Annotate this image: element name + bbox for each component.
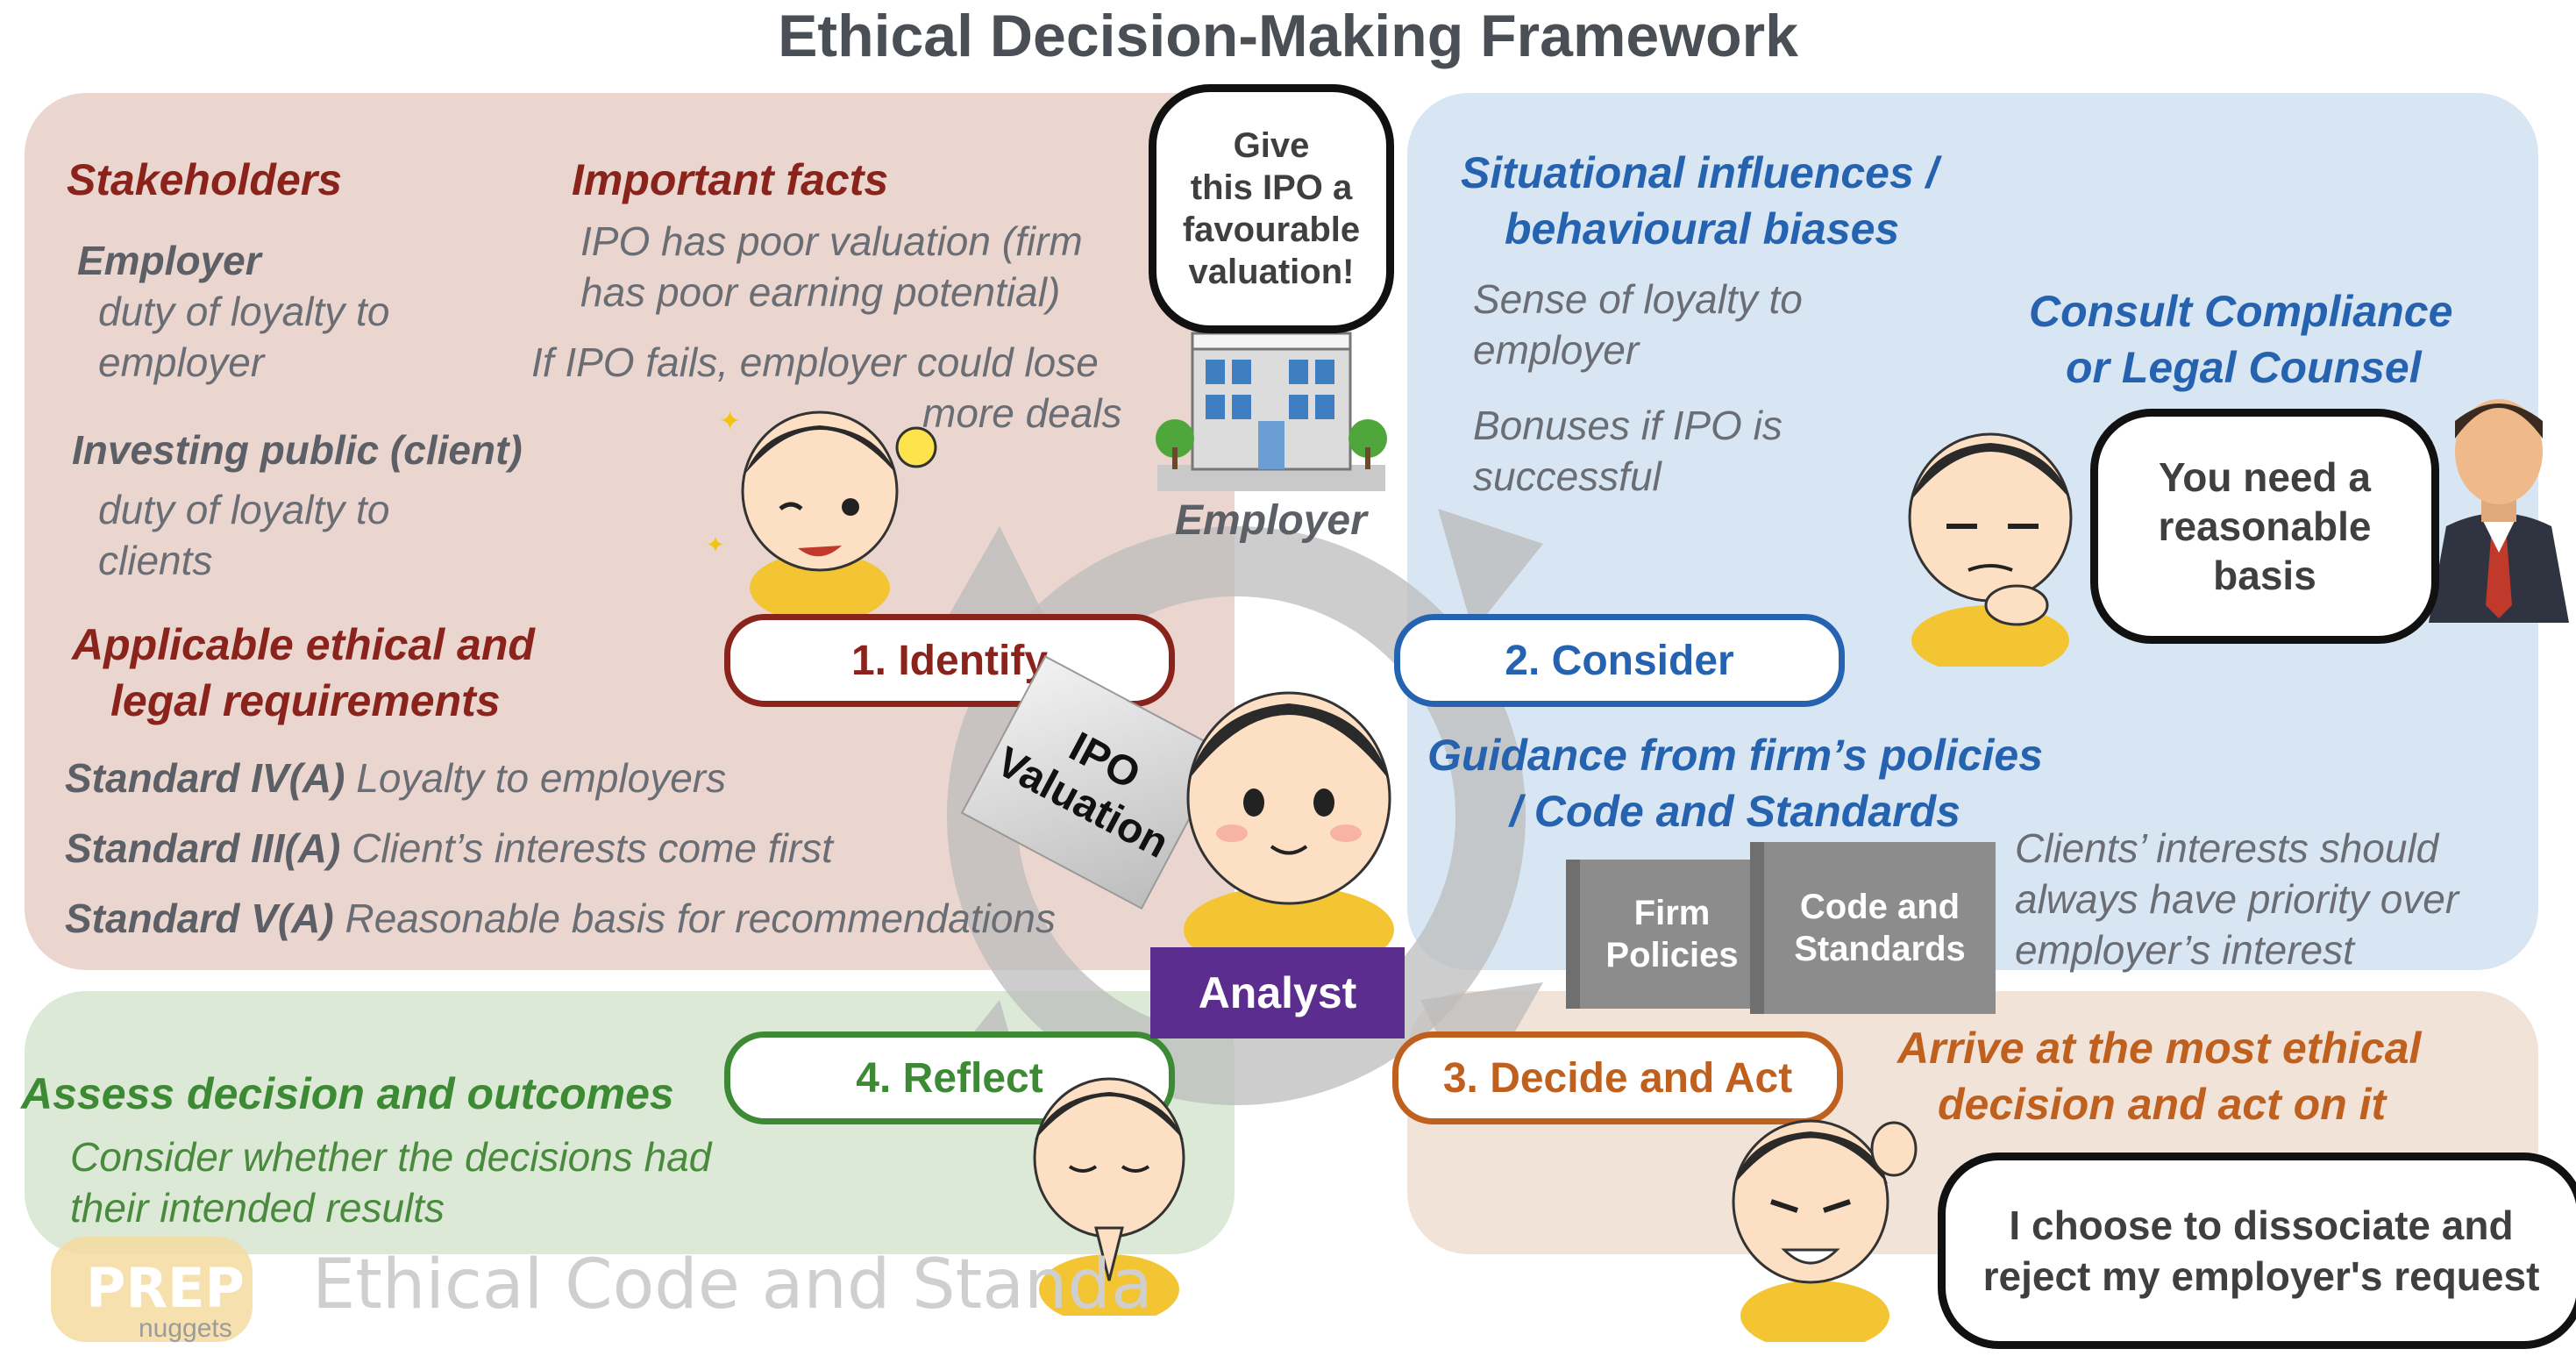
analyst-label: Analyst xyxy=(1150,947,1405,1038)
standard-code: Standard IV(A) xyxy=(65,755,345,801)
guidance-text-line2: always have priority over xyxy=(2015,876,2459,922)
facts-heading: Important facts xyxy=(572,155,889,204)
analyst-child-icon xyxy=(1184,691,1394,956)
guidance-heading-line2: / Code and Standards xyxy=(1510,787,1960,836)
standard-text: Reasonable basis for recommendations xyxy=(345,896,1057,941)
step-consider: 2. Consider xyxy=(1394,614,1845,707)
prep-nuggets-logo: PREP nuggets xyxy=(51,1237,253,1343)
thinking-child-icon xyxy=(1908,432,2073,667)
book-title-line: Code and xyxy=(1799,888,1960,926)
influences-heading-line2: behavioural biases xyxy=(1505,204,1900,253)
idea-child-icon: ✦ ✦ xyxy=(706,407,937,614)
book-title-line: Standards xyxy=(1794,930,1966,968)
fact1-line1: IPO has poor valuation (firm xyxy=(580,218,1083,264)
counsel-speech-bubble: You need a reasonable basis xyxy=(2090,409,2439,644)
bubble-line: valuation! xyxy=(1188,253,1355,291)
firm-policies-book-icon: Firm Policies xyxy=(1566,860,1764,1009)
bubble-line: reject my employer's request xyxy=(1982,1253,2540,1299)
book-title-line: Firm xyxy=(1633,894,1711,932)
requirements-heading-line1: Applicable ethical and xyxy=(72,620,535,669)
bubble-line: this IPO a xyxy=(1190,168,1353,207)
decide-heading-line2: decision and act on it xyxy=(1938,1080,2387,1129)
stakeholders-heading: Stakeholders xyxy=(67,155,343,204)
standard-row: Standard V(A) Reasonable basis for recom… xyxy=(65,893,1056,944)
consult-heading-line2: or Legal Counsel xyxy=(2066,343,2422,392)
employer-duty-line2: employer xyxy=(98,339,265,385)
employer-speech-bubble: Give this IPO a favourable valuation! xyxy=(1149,84,1394,333)
svg-text:✦: ✦ xyxy=(706,532,725,558)
guidance-heading-line1: Guidance from firm’s policies xyxy=(1427,731,2044,780)
public-stakeholder-label: Investing public (client) xyxy=(72,427,523,473)
influence2-line2: successful xyxy=(1473,453,1662,499)
requirements-heading-line2: legal requirements xyxy=(110,676,501,725)
standard-text: Client’s interests come first xyxy=(352,825,833,871)
svg-text:✦: ✦ xyxy=(719,407,741,436)
bubble-line: You need a xyxy=(2159,454,2371,500)
standard-text: Loyalty to employers xyxy=(356,755,727,801)
fact2-line2: more deals xyxy=(922,390,1122,436)
influence1-line2: employer xyxy=(1473,327,1640,373)
reflect-heading: Assess decision and outcomes xyxy=(21,1069,674,1118)
reflect-text-line2: their intended results xyxy=(70,1185,445,1231)
standard-code: Standard III(A) xyxy=(65,825,341,871)
step-decide-act: 3. Decide and Act xyxy=(1392,1031,1843,1124)
page-title: Ethical Decision-Making Framework xyxy=(778,3,1798,69)
watermark-text: Ethical Code and Standa xyxy=(312,1245,1153,1324)
standard-row: Standard III(A) Client’s interests come … xyxy=(65,823,833,874)
code-standards-book-icon: Code and Standards xyxy=(1750,842,1996,1014)
bubble-line: reasonable xyxy=(2158,503,2372,549)
legal-counsel-icon xyxy=(2429,399,2569,623)
decide-heading-line1: Arrive at the most ethical xyxy=(1897,1024,2422,1073)
determined-child-icon xyxy=(1732,1119,1918,1342)
logo-subtext: nuggets xyxy=(139,1314,232,1343)
decision-speech-bubble: I choose to dissociate and reject my emp… xyxy=(1938,1153,2576,1349)
standard-code: Standard V(A) xyxy=(65,896,334,941)
bubble-line: basis xyxy=(2213,553,2316,598)
consult-heading-line1: Consult Compliance xyxy=(2029,287,2453,336)
fact2-line1: If IPO fails, employer could lose xyxy=(531,339,1099,385)
step-reflect: 4. Reflect xyxy=(724,1031,1175,1124)
bubble-line: favourable xyxy=(1182,211,1361,249)
office-building-icon xyxy=(1156,332,1387,491)
public-duty-line1: duty of loyalty to xyxy=(98,487,390,532)
influences-heading-line1: Situational influences / xyxy=(1461,148,1939,197)
public-duty-line2: clients xyxy=(98,538,213,583)
employer-duty-line1: duty of loyalty to xyxy=(98,289,390,334)
employer-stakeholder-label: Employer xyxy=(77,238,261,283)
guidance-text-line3: employer’s interest xyxy=(2015,927,2354,973)
logo-text: PREP xyxy=(86,1256,245,1320)
employer-label: Employer xyxy=(1175,497,1367,544)
standard-row: Standard IV(A) Loyalty to employers xyxy=(65,753,726,803)
bubble-line: Give xyxy=(1233,126,1310,165)
reflecting-child-icon xyxy=(1033,1077,1185,1316)
influence1-line1: Sense of loyalty to xyxy=(1473,276,1803,322)
guidance-text-line1: Clients’ interests should xyxy=(2015,825,2439,871)
book-title-line: Policies xyxy=(1605,936,1739,974)
reflect-text-line1: Consider whether the decisions had xyxy=(70,1134,712,1180)
influence2-line1: Bonuses if IPO is xyxy=(1473,403,1783,448)
bubble-line: I choose to dissociate and xyxy=(2009,1203,2514,1248)
fact1-line2: has poor earning potential) xyxy=(580,269,1061,315)
